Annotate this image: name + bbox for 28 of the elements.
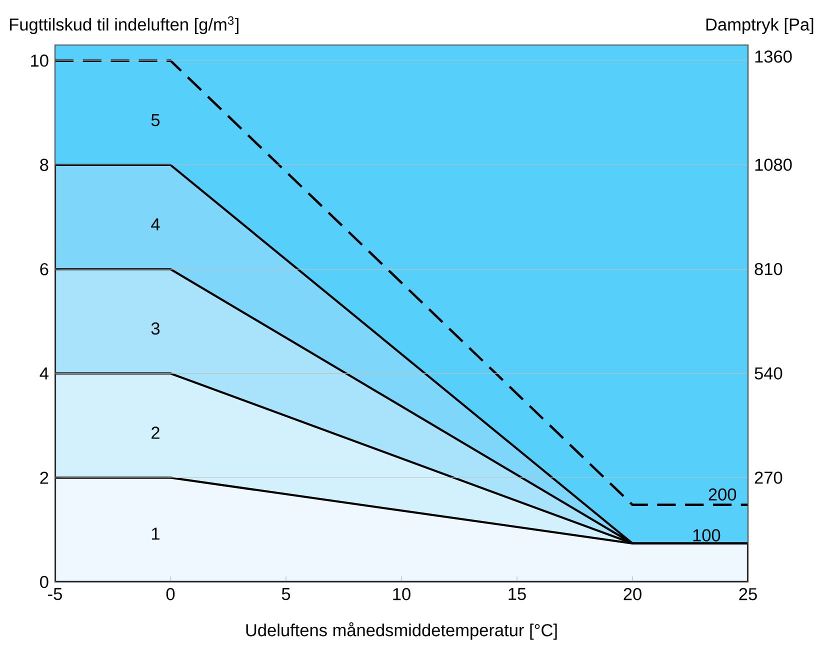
y2-tick-label: 1360 — [755, 50, 792, 63]
y2-tick-label: 810 — [754, 262, 782, 276]
x-tick-label: 10 — [393, 588, 410, 600]
annotation: 5 — [151, 114, 160, 126]
annotation: 200 — [708, 488, 736, 501]
y-tick-label: 0 — [40, 576, 48, 588]
y-tick-label: 6 — [40, 263, 48, 276]
y2-tick-label: 1080 — [755, 158, 792, 171]
x-axis-title: Udeluftens månedsmiddetemperatur [°C] — [246, 622, 557, 640]
annotation: 3 — [151, 322, 160, 335]
x-tick-label: 25 — [739, 588, 757, 600]
x-tick-label: 5 — [282, 588, 290, 600]
x-tick-label: 20 — [624, 588, 642, 600]
y-tick-label: 2 — [40, 472, 48, 484]
y2-tick-label: 540 — [754, 367, 782, 380]
x-tick-label: 15 — [508, 588, 526, 600]
y-tick-label: 8 — [40, 158, 48, 172]
x-tick-label: 0 — [166, 588, 175, 600]
y-tick-label: 10 — [31, 54, 48, 67]
y-tick-label: 4 — [40, 368, 48, 380]
annotation: 1 — [152, 528, 160, 540]
x-tick-label: -5 — [48, 588, 62, 600]
annotation: 100 — [693, 529, 720, 542]
y-axis-title: Fugttilskud til indeluften [g/m$^{3}$] — [10, 16, 238, 34]
y2-axis-title: Damptryk [Pa] — [706, 18, 814, 34]
y2-tick-label: 270 — [754, 472, 782, 484]
annotation: 4 — [151, 218, 160, 230]
annotation: 2 — [152, 426, 160, 439]
